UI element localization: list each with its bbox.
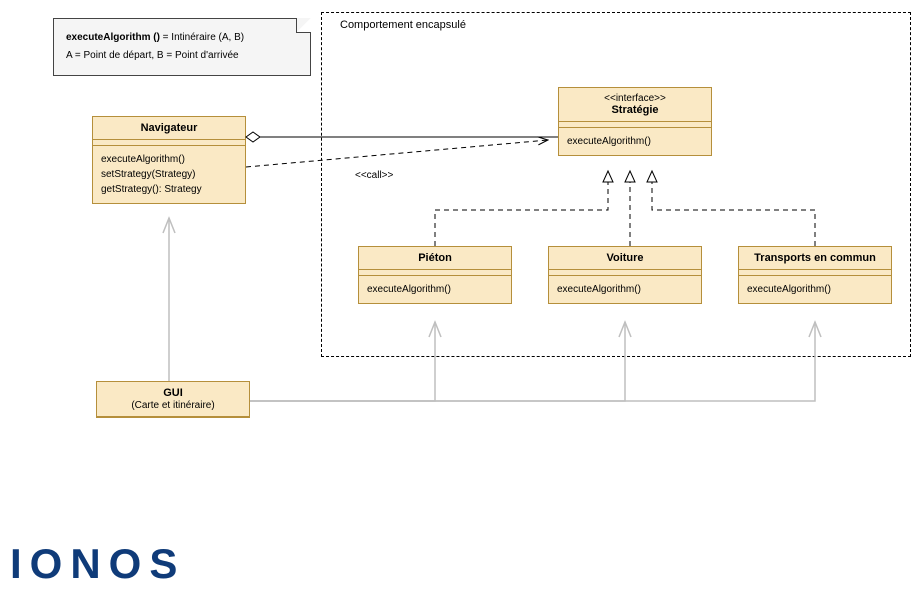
pieton-ops: executeAlgorithm() bbox=[359, 276, 511, 303]
note-line1: executeAlgorithm () = Intinéraire (A, B) bbox=[66, 29, 298, 47]
aggregation-diamond bbox=[246, 132, 260, 142]
note-box: executeAlgorithm () = Intinéraire (A, B)… bbox=[53, 18, 311, 76]
transports-title: Transports en commun bbox=[739, 247, 891, 270]
gui-subtitle: (Carte et itinéraire) bbox=[131, 400, 214, 411]
voiture-title: Voiture bbox=[549, 247, 701, 270]
class-transports: Transports en commun executeAlgorithm() bbox=[738, 246, 892, 304]
class-voiture: Voiture executeAlgorithm() bbox=[548, 246, 702, 304]
navigateur-op: getStrategy(): Strategy bbox=[101, 182, 237, 197]
voiture-op: executeAlgorithm() bbox=[557, 282, 693, 297]
transports-ops: executeAlgorithm() bbox=[739, 276, 891, 303]
pieton-title: Piéton bbox=[359, 247, 511, 270]
gui-header: GUI (Carte et itinéraire) bbox=[97, 382, 249, 417]
navigateur-op: executeAlgorithm() bbox=[101, 152, 237, 167]
note-bold: executeAlgorithm () bbox=[66, 32, 160, 43]
transports-op: executeAlgorithm() bbox=[747, 282, 883, 297]
container-label: Comportement encapsulé bbox=[340, 19, 466, 31]
gui-title: GUI bbox=[163, 387, 183, 399]
navigateur-op: setStrategy(Strategy) bbox=[101, 167, 237, 182]
ionos-logo: IONOS bbox=[10, 540, 185, 588]
encapsulated-container: Comportement encapsulé bbox=[321, 12, 911, 357]
class-navigateur: Navigateur executeAlgorithm() setStrateg… bbox=[92, 116, 246, 204]
interface-strategie: <<interface>> Stratégie executeAlgorithm… bbox=[558, 87, 712, 156]
strategie-op: executeAlgorithm() bbox=[567, 134, 703, 149]
strategie-ops: executeAlgorithm() bbox=[559, 128, 711, 155]
navigateur-ops: executeAlgorithm() setStrategy(Strategy)… bbox=[93, 146, 245, 203]
class-pieton: Piéton executeAlgorithm() bbox=[358, 246, 512, 304]
call-label: <<call>> bbox=[355, 170, 393, 181]
strategie-stereo: <<interface>> bbox=[563, 93, 707, 104]
strategie-title: Stratégie bbox=[611, 104, 658, 116]
navigateur-title: Navigateur bbox=[93, 117, 245, 140]
note-line2: A = Point de départ, B = Point d'arrivée bbox=[66, 47, 298, 65]
class-gui: GUI (Carte et itinéraire) bbox=[96, 381, 250, 418]
voiture-ops: executeAlgorithm() bbox=[549, 276, 701, 303]
pieton-op: executeAlgorithm() bbox=[367, 282, 503, 297]
note-rest: = Intinéraire (A, B) bbox=[160, 32, 244, 43]
strategie-header: <<interface>> Stratégie bbox=[559, 88, 711, 122]
diagram-canvas: executeAlgorithm () = Intinéraire (A, B)… bbox=[0, 0, 915, 606]
